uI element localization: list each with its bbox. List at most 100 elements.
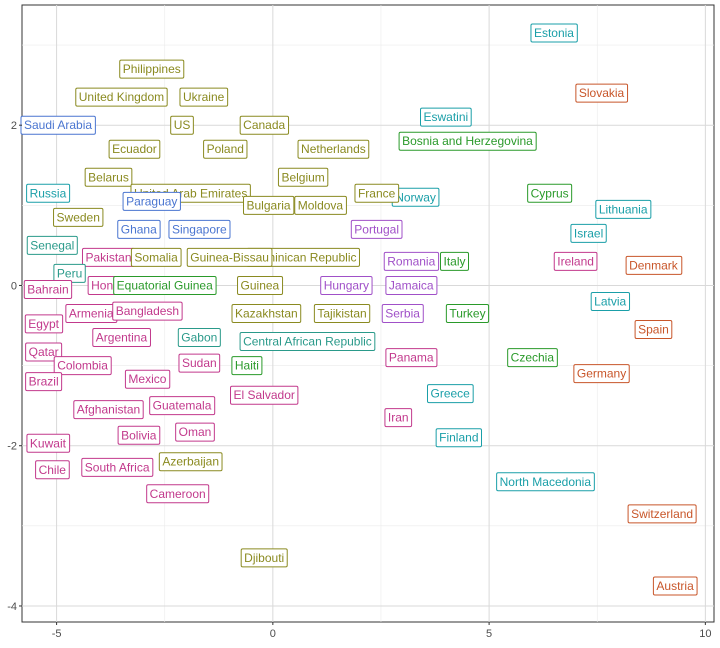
point-label-text: Italy [443,254,465,268]
point-label-box [117,219,161,239]
point-label-box [26,183,71,203]
point-label: Hungary [320,275,373,295]
point-label-box [294,195,347,215]
y-tick-label: 0 [11,280,17,292]
point-label-box [178,353,221,373]
point-label-box [119,59,185,79]
point-label-box [237,275,284,295]
point-label: Norway [391,187,440,207]
point-label-text: Haiti [235,359,259,373]
point-label-box [230,385,299,405]
point-label: Qatar [25,342,63,362]
point-label-text: Netherlands [301,142,366,156]
point-label: Central African Republic [239,332,376,352]
point-label: Egypt [24,314,64,334]
point-label: Brazil [25,372,63,392]
point-label-box [435,428,483,448]
point-label: Afghanistan [73,400,144,420]
point-label: Canada [239,115,290,135]
point-label-text: Pakistan [85,250,131,264]
point-label-box [53,207,104,227]
point-label: Moldova [294,195,347,215]
point-label: Somalia [130,247,182,267]
point-label-box [179,87,229,107]
point-label: Latvia [590,291,631,311]
y-axis-ticks: -4 -2 0 2 [7,120,22,613]
point-label-text: Moldova [298,198,344,212]
point-label: Equatorial Guinea [113,275,217,295]
point-label-text: Equatorial Guinea [117,278,213,292]
point-label-text: Colombia [57,359,108,373]
point-label: US [170,115,194,135]
point-label-box [112,301,183,321]
point-label-box [92,328,151,348]
point-label: Dominican Republic [246,247,360,267]
point-label-text: Armenia [69,307,114,321]
point-label-box [231,304,302,323]
point-label-text: Portugal [354,222,399,236]
point-label-text: Argentina [96,331,148,345]
point-label-text: Sudan [182,356,217,370]
point-label-box [384,408,413,428]
point-label-text: Mexico [128,372,166,386]
point-label-box [117,425,161,445]
point-label-text: Saudi Arabia [24,118,92,132]
point-label-box [239,332,376,352]
point-label-text: Turkey [449,307,485,321]
point-label-box [426,384,474,404]
point-label: Sudan [178,353,221,373]
point-label: Belgium [277,167,329,187]
point-label-text: El Salvador [234,388,295,402]
point-label-box [354,183,400,203]
point-label-box [108,139,161,159]
point-label: Finland [435,428,483,448]
point-label-text: Guatemala [153,399,212,413]
point-label-text: Guinea-Bissau [190,250,269,264]
point-label: Denmark [625,255,683,275]
point-label-text: Ecuador [112,142,157,156]
point-label-text: Ukraine [183,90,225,104]
point-label-box [130,247,182,267]
point-label-box [350,219,403,239]
point-label: Switzerland [627,504,697,524]
y-tick-label: -2 [7,441,17,453]
point-label-text: Estonia [534,26,574,40]
point-label: Eswatini [420,107,472,127]
point-label-text: Afghanistan [77,403,140,417]
point-label-box [243,195,295,215]
point-label-text: Egypt [28,317,59,331]
point-label: Austria [652,576,698,596]
point-label: Philippines [119,59,185,79]
point-label-box [53,356,112,376]
point-label: Italy [439,251,470,271]
point-label-box [177,328,221,348]
point-label-text: Romania [387,254,435,268]
point-label-text: Peru [57,266,82,280]
point-label-box [297,139,370,159]
point-label-text: Bangladesh [116,304,179,318]
point-label: Oman [175,422,215,442]
point-label: Chile [35,460,70,480]
point-label-text: Hungary [324,278,369,292]
point-label-box [634,320,673,340]
point-label: Saudi Arabia [20,115,96,135]
point-label-box [75,87,168,107]
point-label: Mexico [124,369,171,389]
point-label-box [240,548,288,568]
point-label: Greece [426,384,474,404]
point-label-text: Russia [30,186,67,200]
point-label: Serbia [381,304,424,323]
point-label-box [575,83,629,103]
point-label-text: Poland [207,142,244,156]
point-label: Armenia [65,304,118,323]
point-label: United Kingdom [75,87,168,107]
point-label-box [175,422,215,442]
point-label-box [122,191,181,211]
point-label: Bangladesh [112,301,183,321]
point-label-box [445,304,490,323]
point-label-box [320,275,373,295]
point-label-text: Czechia [511,351,555,365]
point-label-text: Cameroon [150,487,206,501]
point-label-text: Belgium [281,170,324,184]
